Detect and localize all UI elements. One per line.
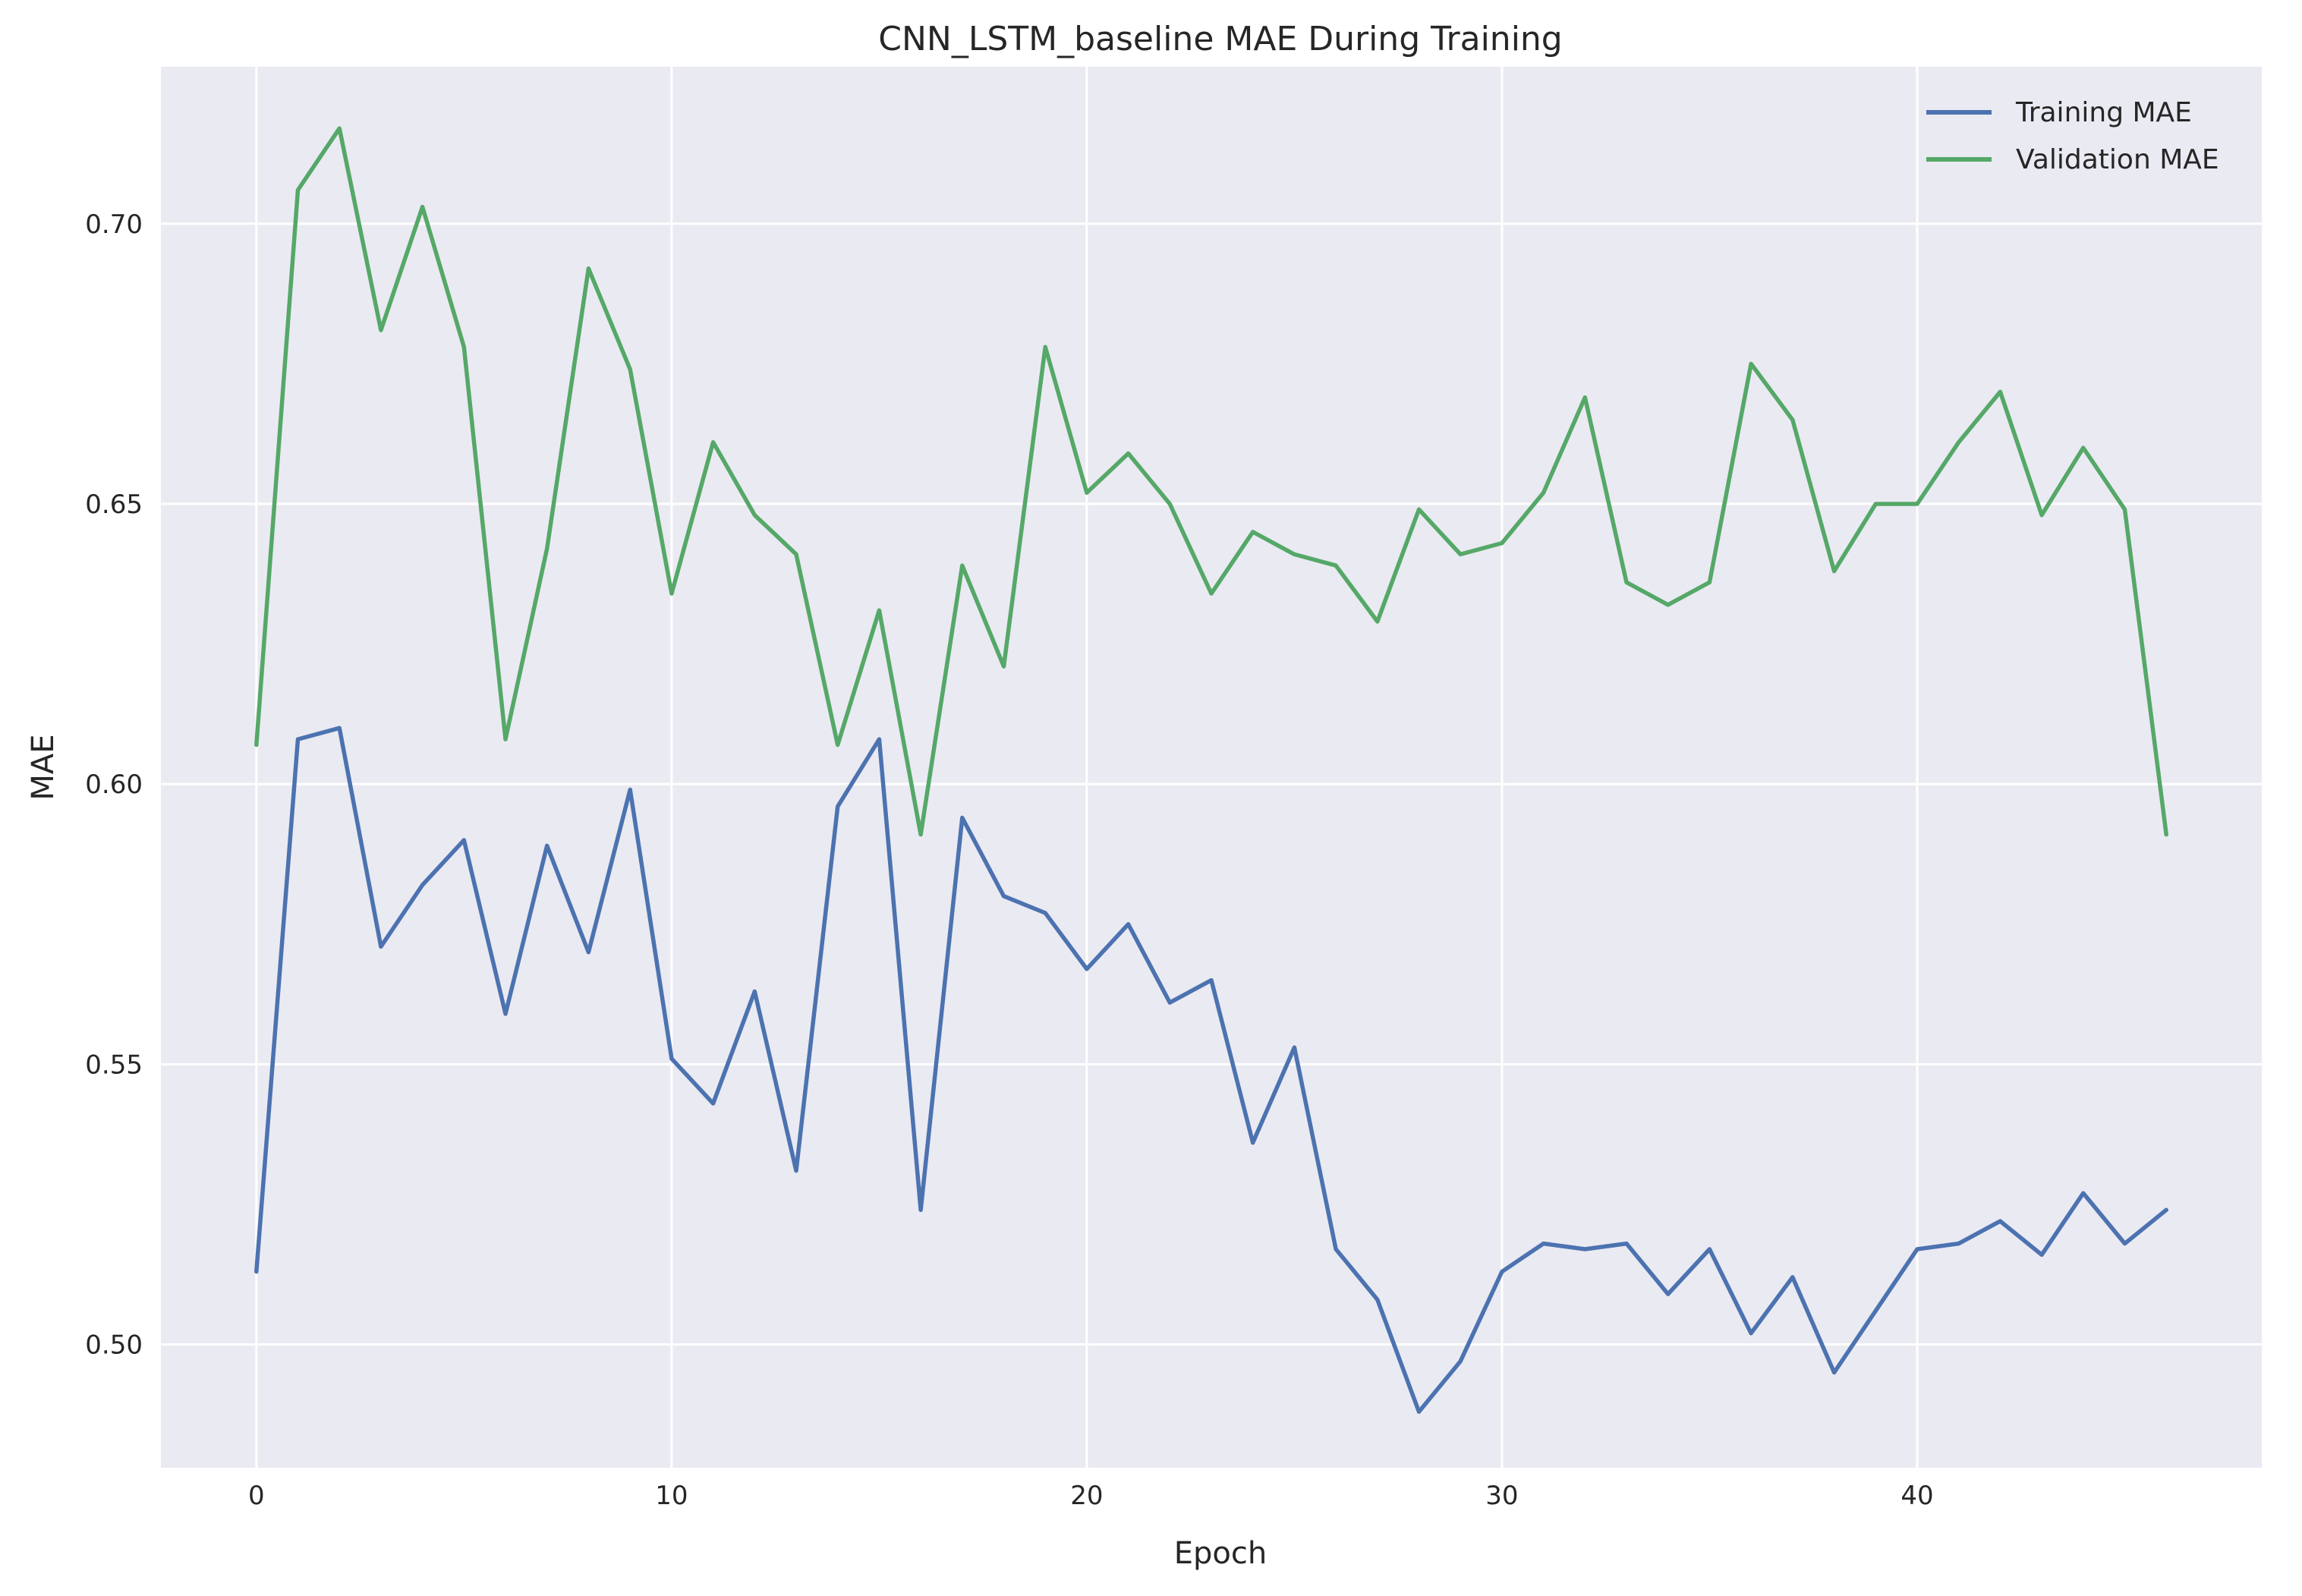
validation-mae-line	[254, 126, 2168, 837]
x-tick-labels: 0 10 20 30 40	[248, 1481, 1934, 1511]
legend-label-training: Training MAE	[2015, 97, 2192, 128]
y-tick-label: 0.70	[85, 209, 143, 240]
y-tick-label: 0.60	[85, 770, 143, 800]
y-tick-label: 0.50	[85, 1330, 143, 1361]
y-tick-label: 0.65	[85, 490, 143, 520]
chart-title: CNN_LSTM_baseline MAE During Training	[878, 20, 1562, 58]
plot-background	[161, 67, 2262, 1468]
x-gridlines	[255, 67, 1919, 1468]
series-lines	[254, 126, 2168, 1414]
x-tick-label: 40	[1900, 1481, 1933, 1511]
y-axis-label: MAE	[26, 734, 61, 800]
x-tick-label: 30	[1485, 1481, 1518, 1511]
legend-label-validation: Validation MAE	[2016, 144, 2219, 175]
training-mae-line	[254, 726, 2168, 1414]
y-tick-labels: 0.50 0.55 0.60 0.65 0.70	[85, 209, 143, 1361]
x-tick-label: 10	[655, 1481, 688, 1511]
legend: Training MAE Validation MAE	[1926, 97, 2219, 175]
x-tick-label: 20	[1070, 1481, 1103, 1511]
y-tick-label: 0.55	[85, 1050, 143, 1080]
x-tick-label: 0	[248, 1481, 265, 1511]
x-axis-label: Epoch	[1174, 1536, 1267, 1571]
